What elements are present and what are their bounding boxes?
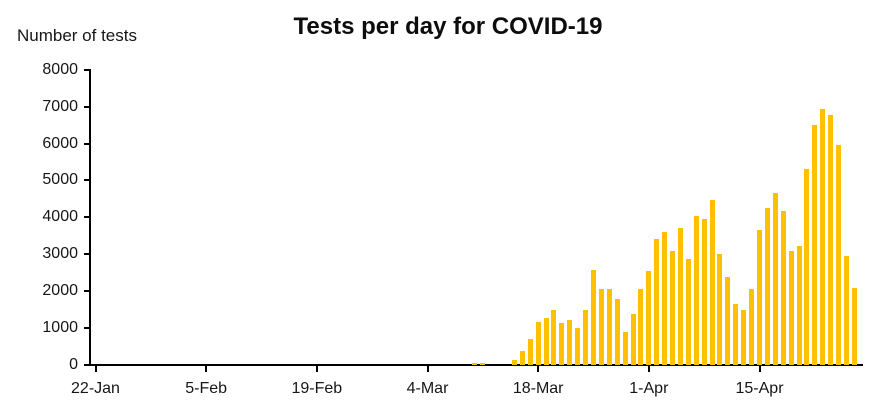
y-tick-mark [84, 327, 90, 330]
y-tick-mark [84, 179, 90, 182]
bar-10-Mar [472, 363, 478, 365]
bar-7-Apr [693, 216, 699, 365]
bar-26-Mar [598, 289, 604, 365]
bar-1-Apr [646, 271, 652, 365]
bar-5-Apr [677, 228, 683, 365]
bar-21-Apr [804, 169, 810, 365]
bar-29-Mar [622, 332, 628, 365]
y-tick-mark [84, 216, 90, 219]
bar-10-Apr [717, 254, 723, 365]
y-tick-mark [84, 142, 90, 145]
bar-16-Mar [519, 351, 525, 365]
bar-3-Apr [662, 232, 668, 365]
y-axis-line [89, 69, 91, 366]
y-tick-label: 0 [69, 356, 78, 373]
x-tick-label: 22-Jan [71, 380, 120, 397]
x-axis-line [89, 364, 863, 366]
y-tick-label: 6000 [42, 134, 78, 152]
bar-28-Mar [614, 299, 620, 365]
y-tick-label: 5000 [42, 171, 78, 189]
y-tick-label: 1000 [42, 319, 78, 337]
bar-20-Apr [796, 246, 802, 365]
y-axis-title: Number of tests [17, 26, 137, 45]
bar-16-Apr [764, 208, 770, 365]
x-tick-label: 19-Feb [291, 380, 343, 397]
bar-20-Mar [551, 310, 557, 365]
bar-27-Mar [606, 289, 612, 365]
x-tick-label: 1-Apr [629, 380, 669, 397]
bar-13-Apr [741, 310, 747, 365]
x-tick-mark [426, 366, 429, 372]
y-tick-mark [84, 68, 90, 71]
y-tick-mark [84, 253, 90, 256]
bar-24-Mar [583, 310, 589, 365]
y-tick-label: 4000 [42, 208, 78, 226]
bar-19-Apr [788, 251, 794, 365]
bar-21-Mar [559, 323, 565, 365]
bar-14-Apr [749, 289, 755, 365]
bar-17-Apr [772, 193, 778, 365]
x-tick-mark [205, 366, 208, 372]
bar-17-Mar [527, 339, 533, 365]
x-tick-mark [315, 366, 318, 372]
bar-11-Apr [725, 277, 731, 365]
bar-19-Mar [543, 318, 549, 365]
bar-23-Mar [575, 328, 581, 365]
bar-25-Apr [836, 145, 842, 365]
x-tick-mark [94, 366, 97, 372]
bar-24-Apr [828, 115, 834, 365]
bar-6-Apr [685, 259, 691, 365]
x-tick-label: 4-Mar [406, 380, 449, 397]
bar-11-Mar [480, 363, 486, 365]
bar-12-Apr [733, 304, 739, 365]
x-tick-mark [537, 366, 540, 372]
bar-15-Mar [511, 360, 517, 365]
y-tick-mark [84, 364, 90, 366]
bar-22-Mar [567, 320, 573, 365]
bar-26-Apr [843, 256, 849, 365]
bar-9-Apr [709, 200, 715, 365]
bar-27-Apr [851, 288, 857, 365]
x-tick-mark [647, 366, 650, 372]
x-tick-mark [758, 366, 761, 372]
x-tick-label: 18-Mar [512, 380, 564, 397]
y-tick-label: 7000 [42, 97, 78, 115]
bar-23-Apr [820, 109, 826, 365]
bar-25-Mar [591, 270, 596, 365]
bar-22-Apr [812, 125, 818, 365]
y-tick-mark [84, 105, 90, 108]
chart-title: Tests per day for COVID-19 [293, 13, 603, 40]
y-tick-label: 2000 [42, 282, 78, 300]
x-tick-label: 15-Apr [735, 380, 784, 397]
y-tick-mark [84, 290, 90, 293]
y-tick-label: 3000 [42, 245, 78, 263]
x-tick-label: 5-Feb [185, 380, 228, 397]
bar-15-Apr [757, 230, 763, 365]
bar-2-Apr [654, 239, 660, 365]
bar-30-Mar [630, 314, 636, 365]
bar-4-Apr [670, 251, 676, 365]
bar-31-Mar [638, 289, 644, 365]
bar-18-Apr [780, 211, 786, 365]
bar-18-Mar [535, 322, 541, 365]
bar-8-Apr [701, 219, 707, 365]
y-tick-label: 8000 [42, 60, 78, 78]
